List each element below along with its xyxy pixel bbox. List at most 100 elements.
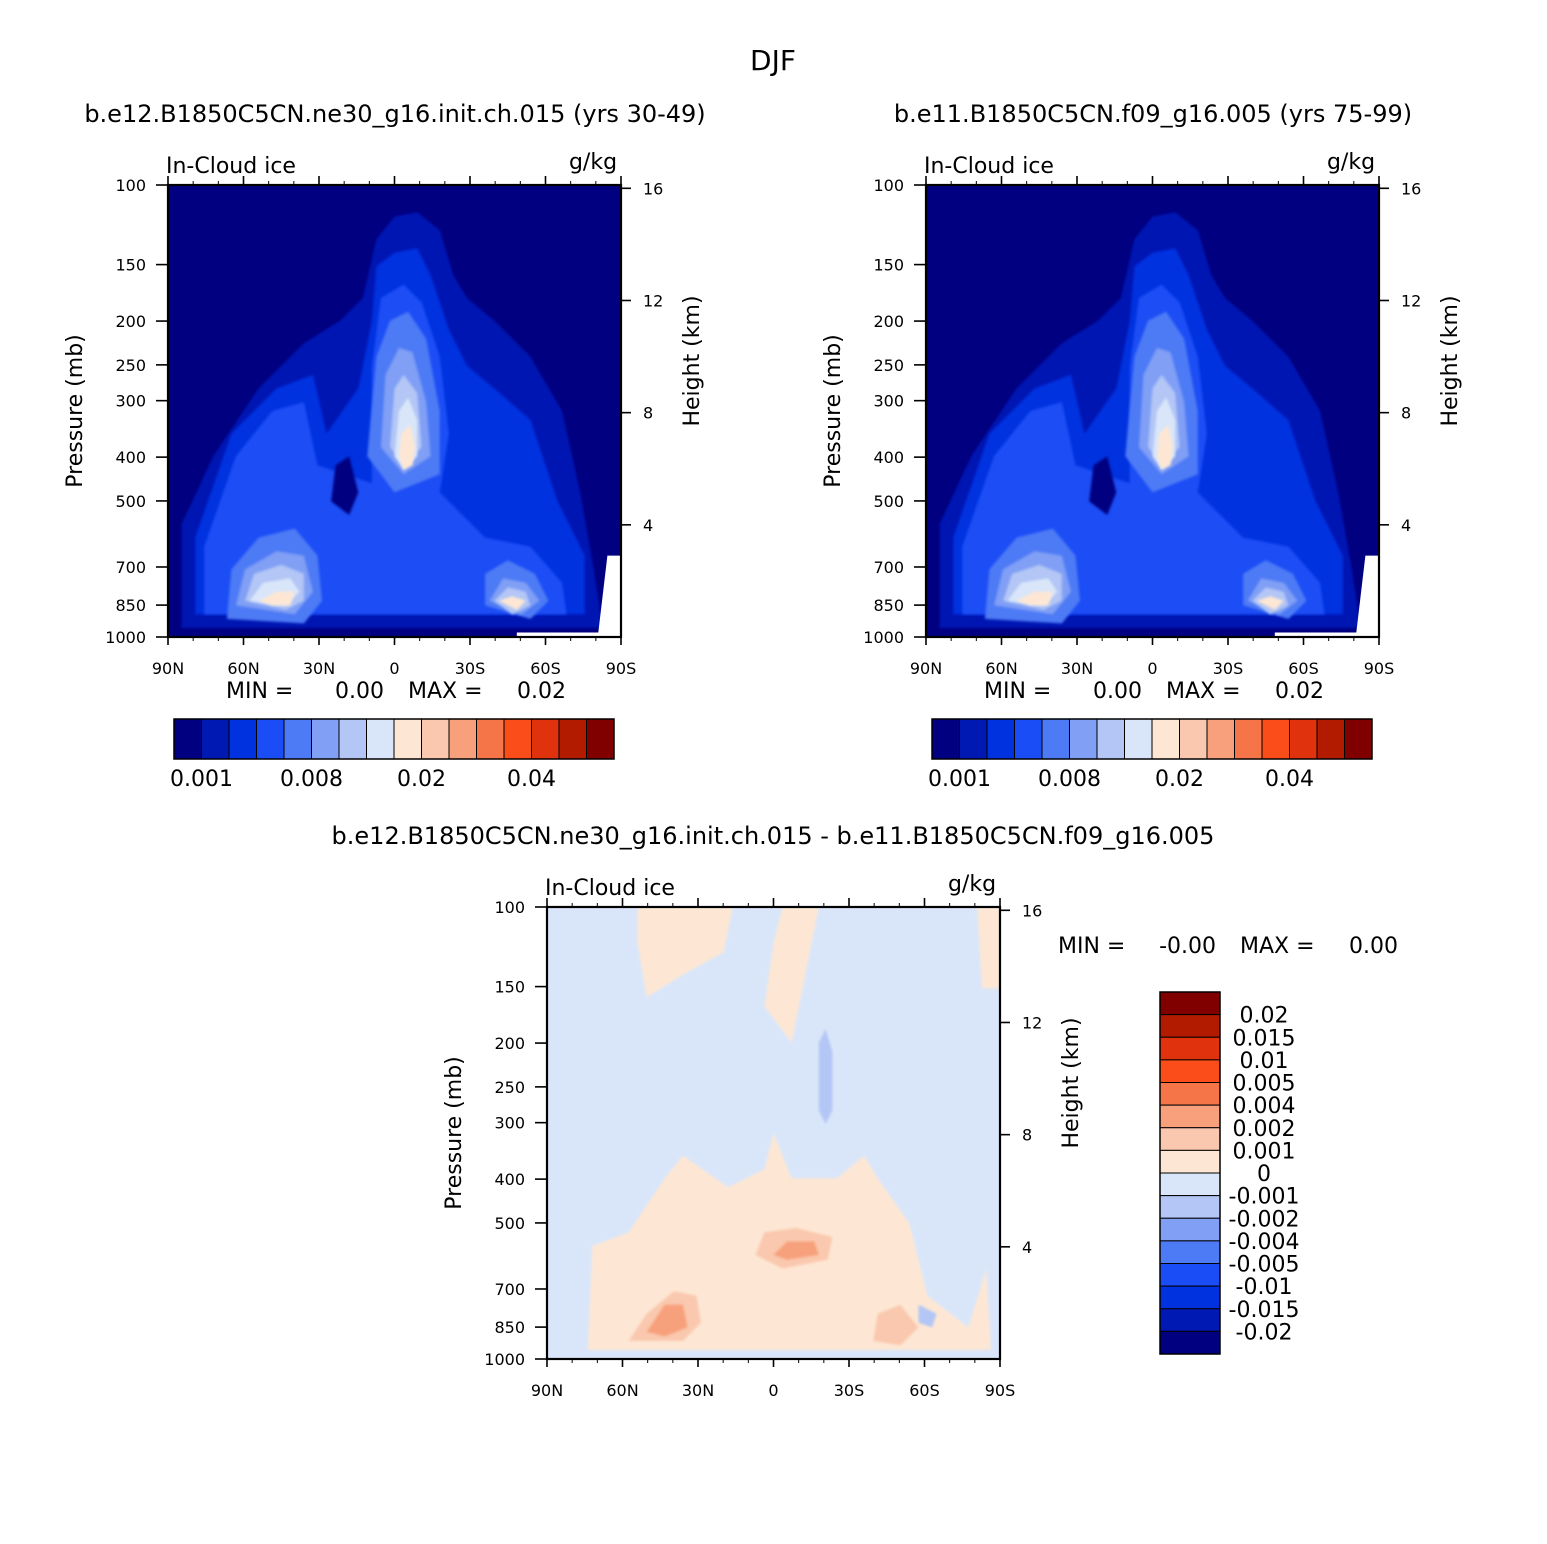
x-tick-label: 90S: [1364, 659, 1395, 678]
colorbar-label: 0.004: [1233, 1094, 1296, 1119]
colorbar-swatch: [1159, 1263, 1221, 1287]
panel-title: b.e11.B1850C5CN.f09_g16.005 (yrs 75-99): [894, 100, 1412, 128]
y-tick-label: 1000: [863, 628, 904, 647]
y2-tick-label: 8: [643, 404, 653, 423]
colorbar-frame: [1159, 991, 1221, 1355]
colorbar-swatch: [393, 718, 422, 760]
y-tick-label: 250: [115, 356, 146, 375]
colorbar-swatch: [1159, 991, 1221, 1016]
max-label: MAX =: [408, 679, 483, 704]
y-tick-label: 200: [115, 312, 146, 331]
y2-tick-label: 16: [1401, 179, 1421, 198]
figure-title: DJF: [750, 44, 796, 77]
contour-level: [1157, 424, 1173, 470]
y-tick-label: 400: [494, 1170, 525, 1189]
y-tick-label: 100: [494, 898, 525, 917]
x-tick-label: 90N: [531, 1381, 563, 1400]
colorbar-swatch: [986, 718, 1015, 760]
y2-tick-label: 8: [1022, 1126, 1032, 1145]
colorbar-frame: [173, 718, 615, 760]
colorbar-swatch: [366, 718, 395, 760]
max-value: 0.02: [517, 679, 566, 704]
colorbar-label: 0.001: [928, 767, 991, 792]
min-value: -0.00: [1159, 934, 1216, 959]
x-tick-label: 60N: [227, 659, 259, 678]
colorbar-label: 0: [1257, 1162, 1271, 1187]
colorbar-label: 0.002: [1233, 1117, 1296, 1142]
contour-level: [773, 1241, 819, 1260]
x-tick-label: 30S: [1213, 659, 1244, 678]
y-axis-label: Pressure (mb): [63, 334, 88, 488]
contour-level: [1016, 591, 1053, 606]
colorbar-swatch: [1316, 718, 1345, 760]
missing-data: [516, 555, 621, 637]
min-label: MIN =: [984, 679, 1051, 704]
contour-fill: [926, 185, 1379, 637]
y-tick-label: 300: [873, 392, 904, 411]
colorbar-swatch: [1096, 718, 1125, 760]
colorbar-swatch: [1159, 1285, 1221, 1310]
colorbar-label: 0.008: [1038, 767, 1101, 792]
colorbar-label: 0.04: [507, 767, 556, 792]
x-tick-label: 30S: [455, 659, 486, 678]
x-tick-label: 60S: [1288, 659, 1319, 678]
colorbar-label: -0.004: [1229, 1230, 1300, 1255]
colorbar-swatch: [1014, 718, 1043, 760]
colorbar-swatch: [476, 718, 505, 760]
y-tick-label: 250: [873, 356, 904, 375]
colorbar-swatch: [421, 718, 450, 760]
colorbar-swatch: [1151, 718, 1180, 760]
colorbar-swatch: [1159, 1330, 1221, 1355]
max-label: MAX =: [1240, 934, 1315, 959]
y-tick-label: 400: [873, 448, 904, 467]
colorbar-swatch: [1159, 1127, 1221, 1151]
x-tick-label: 0: [768, 1381, 778, 1400]
x-tick-label: 60S: [909, 1381, 940, 1400]
colorbar-swatch: [1124, 718, 1153, 760]
y2-axis-label: Height (km): [1438, 295, 1463, 426]
contour-level: [1256, 596, 1284, 610]
colorbar-swatch: [448, 718, 477, 760]
colorbar-swatch: [931, 718, 960, 760]
y2-tick-label: 4: [1022, 1238, 1032, 1257]
colorbar-swatch: [1159, 1036, 1221, 1061]
field-label: In-Cloud ice: [924, 154, 1054, 179]
contour-level: [977, 907, 1000, 989]
colorbar-label: 0.001: [1233, 1139, 1296, 1164]
colorbar-swatch: [1159, 1308, 1221, 1332]
units-label: g/kg: [1327, 150, 1375, 175]
y2-tick-label: 16: [643, 179, 663, 198]
y-tick-label: 850: [873, 596, 904, 615]
colorbar-swatch: [1159, 1217, 1221, 1242]
y-axis-label: Pressure (mb): [442, 1056, 467, 1210]
colorbar-label: -0.002: [1229, 1207, 1300, 1232]
x-tick-label: 90S: [985, 1381, 1016, 1400]
x-tick-label: 60S: [530, 659, 561, 678]
colorbar-swatch: [1159, 1082, 1221, 1106]
contour-level: [764, 907, 819, 1043]
contour-level: [818, 1029, 833, 1124]
contour-level: [873, 1304, 919, 1346]
colorbar-swatch: [1261, 718, 1290, 760]
colorbar-swatch: [1159, 1195, 1221, 1219]
colorbar-label: 0.015: [1233, 1026, 1296, 1051]
panel-model2: b.e11.B1850C5CN.f09_g16.005 (yrs 75-99) I…: [821, 100, 1463, 704]
contour-level: [331, 456, 359, 515]
colorbar-swatch: [173, 718, 202, 760]
field-label: In-Cloud ice: [166, 154, 296, 179]
y-tick-label: 700: [873, 558, 904, 577]
colorbar-swatch: [201, 718, 230, 760]
colorbar-label: 0.02: [397, 767, 446, 792]
y-tick-label: 400: [115, 448, 146, 467]
y2-tick-label: 4: [1401, 516, 1411, 535]
colorbar-label: -0.01: [1236, 1275, 1293, 1300]
max-value: 0.02: [1275, 679, 1324, 704]
y2-tick-label: 12: [643, 291, 663, 310]
colorbar-swatch: [503, 718, 532, 760]
colorbar-swatch: [1159, 1014, 1221, 1038]
y-tick-label: 1000: [105, 628, 146, 647]
colorbar-label: -0.005: [1229, 1253, 1300, 1278]
y-tick-label: 700: [494, 1280, 525, 1299]
y2-axis-label: Height (km): [1059, 1017, 1084, 1148]
colorbar-label: 0.01: [1240, 1049, 1289, 1074]
